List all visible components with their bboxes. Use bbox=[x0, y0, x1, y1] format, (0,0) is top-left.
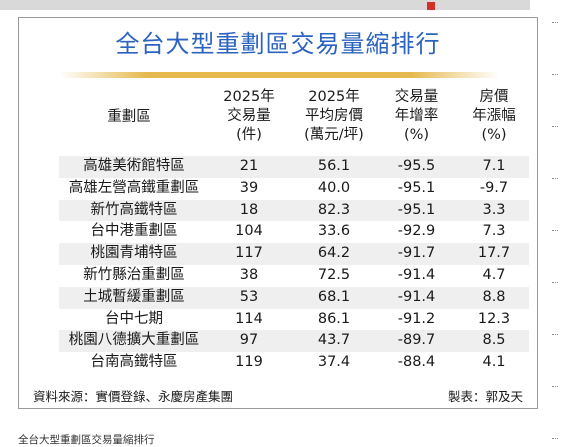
cell-price-yoy: -9.7 bbox=[479, 179, 509, 196]
cell-volume-yoy: -91.4 bbox=[397, 288, 436, 305]
cell-volume-yoy: -88.4 bbox=[397, 354, 436, 371]
table-row: 桃園八德擴大重劃區 97 43.7 -89.7 8.5 bbox=[59, 330, 529, 353]
cell-volume: 39 bbox=[239, 179, 259, 196]
cell-price-yoy: 3.3 bbox=[482, 201, 506, 218]
cell-region: 新竹縣治重劃區 bbox=[83, 266, 185, 283]
header-line: 重劃區 bbox=[107, 109, 151, 125]
header-line: 平均房價 bbox=[305, 108, 363, 124]
credit-note: 製表：郭及天 bbox=[447, 389, 523, 404]
cell-volume-yoy: -95.1 bbox=[397, 201, 436, 218]
source-note: 資料來源：實價登錄、永慶房產集團 bbox=[33, 389, 234, 404]
cell-avg-price: 86.1 bbox=[317, 310, 351, 327]
header-line: (件) bbox=[236, 127, 262, 143]
top-bar bbox=[0, 0, 530, 10]
cell-price-yoy: 7.3 bbox=[482, 223, 506, 240]
cell-volume: 97 bbox=[239, 332, 259, 349]
cell-avg-price: 43.7 bbox=[317, 332, 351, 349]
header-line: 房價 bbox=[479, 89, 509, 105]
cell-price-yoy: 17.7 bbox=[477, 245, 511, 262]
title-underline bbox=[59, 72, 499, 78]
table-card: 全台大型重劃區交易量縮排行 重劃區 2025年 交易量 (件) 2025年 平均… bbox=[18, 17, 538, 409]
cell-volume-yoy: -91.7 bbox=[397, 245, 436, 262]
table-row: 桃園青埔特區 117 64.2 -91.7 17.7 bbox=[59, 243, 529, 265]
cell-volume: 38 bbox=[239, 266, 259, 283]
cell-region: 桃園八德擴大重劃區 bbox=[68, 332, 200, 349]
header-price-yoy: 房價 年漲幅 (%) bbox=[459, 88, 529, 145]
cell-volume: 117 bbox=[235, 245, 263, 262]
header-line: (%) bbox=[403, 127, 430, 143]
cell-volume-yoy: -91.2 bbox=[397, 310, 436, 327]
margin-dot bbox=[552, 74, 558, 75]
table-body: 高雄美術館特區 21 56.1 -95.5 7.1 高雄左營高鐵重劃區 39 40.0 -95.… bbox=[59, 156, 529, 374]
margin-dot bbox=[552, 282, 558, 283]
header-line: (%) bbox=[481, 127, 507, 143]
chart-title: 全台大型重劃區交易量縮排行 bbox=[115, 30, 441, 58]
cell-region: 桃園青埔特區 bbox=[90, 245, 178, 262]
header-line: 2025年 bbox=[308, 89, 360, 105]
cell-region: 高雄左營高鐵重劃區 bbox=[68, 179, 200, 196]
table-row: 高雄美術館特區 21 56.1 -95.5 7.1 bbox=[59, 156, 529, 178]
margin-dot bbox=[552, 178, 558, 179]
header-line: 交易量 bbox=[394, 89, 439, 105]
cell-volume: 18 bbox=[239, 201, 259, 218]
cell-price-yoy: 8.8 bbox=[482, 288, 506, 305]
table-row: 新竹高鐵特區 18 82.3 -95.1 3.3 bbox=[59, 199, 529, 222]
cell-volume: 21 bbox=[239, 158, 259, 174]
cell-region: 高雄美術館特區 bbox=[83, 158, 185, 174]
cell-region: 土城暫緩重劃區 bbox=[83, 288, 185, 305]
header-line: 年增率 bbox=[394, 108, 439, 124]
cell-volume-yoy: -95.1 bbox=[397, 179, 436, 196]
header-line: 2025年 bbox=[223, 89, 275, 105]
cell-price-yoy: 7.1 bbox=[482, 158, 506, 174]
image-caption: 全台大型重劃區交易量縮排行 bbox=[18, 434, 155, 446]
red-marker bbox=[427, 2, 435, 10]
cell-avg-price: 56.1 bbox=[317, 158, 351, 174]
margin-dot bbox=[552, 386, 558, 387]
cell-volume: 104 bbox=[235, 223, 263, 240]
cell-volume: 114 bbox=[235, 310, 263, 327]
cell-volume-yoy: -92.9 bbox=[397, 223, 436, 240]
cell-volume-yoy: -89.7 bbox=[397, 332, 436, 349]
cell-avg-price: 64.2 bbox=[317, 245, 351, 262]
table-row: 台中七期 114 86.1 -91.2 12.3 bbox=[59, 309, 529, 331]
cell-volume: 119 bbox=[235, 354, 263, 371]
header-volume: 2025年 交易量 (件) bbox=[214, 88, 284, 145]
cell-volume-yoy: -91.4 bbox=[397, 266, 436, 283]
table-row: 土城暫緩重劃區 53 68.1 -91.4 8.8 bbox=[59, 286, 529, 309]
header-region: 重劃區 bbox=[59, 108, 199, 127]
margin-dot bbox=[552, 230, 558, 231]
cell-price-yoy: 4.7 bbox=[482, 266, 506, 283]
cell-avg-price: 37.4 bbox=[317, 354, 351, 371]
margin-dot bbox=[552, 126, 558, 127]
cell-price-yoy: 12.3 bbox=[477, 310, 511, 327]
header-line: (萬元/坪) bbox=[304, 127, 364, 143]
cell-avg-price: 40.0 bbox=[317, 179, 351, 196]
cell-region: 台南高鐵特區 bbox=[90, 354, 178, 371]
header-avg-price: 2025年 平均房價 (萬元/坪) bbox=[294, 88, 374, 145]
table-row: 高雄左營高鐵重劃區 39 40.0 -95.1 -9.7 bbox=[59, 178, 529, 200]
cell-avg-price: 72.5 bbox=[317, 266, 351, 283]
cell-price-yoy: 8.5 bbox=[482, 332, 506, 349]
table-row: 新竹縣治重劃區 38 72.5 -91.4 4.7 bbox=[59, 265, 529, 287]
margin-dot bbox=[552, 334, 558, 335]
cell-region: 台中港重劃區 bbox=[90, 223, 178, 240]
cell-avg-price: 33.6 bbox=[317, 223, 351, 240]
cell-region: 台中七期 bbox=[105, 310, 163, 327]
cell-avg-price: 82.3 bbox=[317, 201, 351, 218]
dotted-margin bbox=[552, 0, 561, 447]
header-line: 年漲幅 bbox=[472, 108, 516, 124]
header-line: 交易量 bbox=[227, 108, 271, 124]
cell-volume-yoy: -95.5 bbox=[397, 158, 436, 174]
cell-volume: 53 bbox=[239, 288, 259, 305]
cell-price-yoy: 4.1 bbox=[482, 354, 506, 371]
margin-dot bbox=[552, 438, 558, 439]
margin-dot bbox=[552, 22, 558, 23]
table-row: 台中港重劃區 104 33.6 -92.9 7.3 bbox=[59, 221, 529, 243]
cell-region: 新竹高鐵特區 bbox=[90, 201, 178, 218]
header-volume-yoy: 交易量 年增率 (%) bbox=[379, 88, 454, 145]
table-row: 台南高鐵特區 119 37.4 -88.4 4.1 bbox=[59, 352, 529, 374]
cell-avg-price: 68.1 bbox=[317, 288, 351, 305]
